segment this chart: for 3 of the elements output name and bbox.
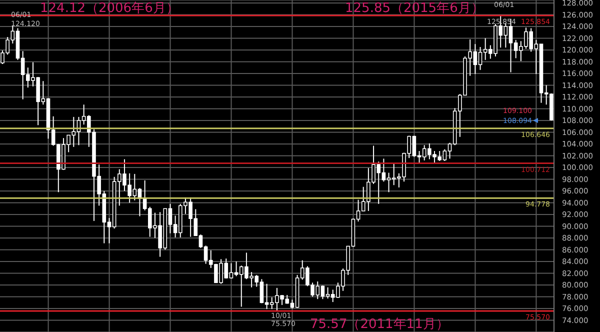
- annotation: 125.85（2015年6月）: [345, 1, 484, 16]
- annotation: 124.12（2006年6月）: [40, 1, 179, 16]
- annotation: 75.57（2011年11月）: [310, 317, 449, 332]
